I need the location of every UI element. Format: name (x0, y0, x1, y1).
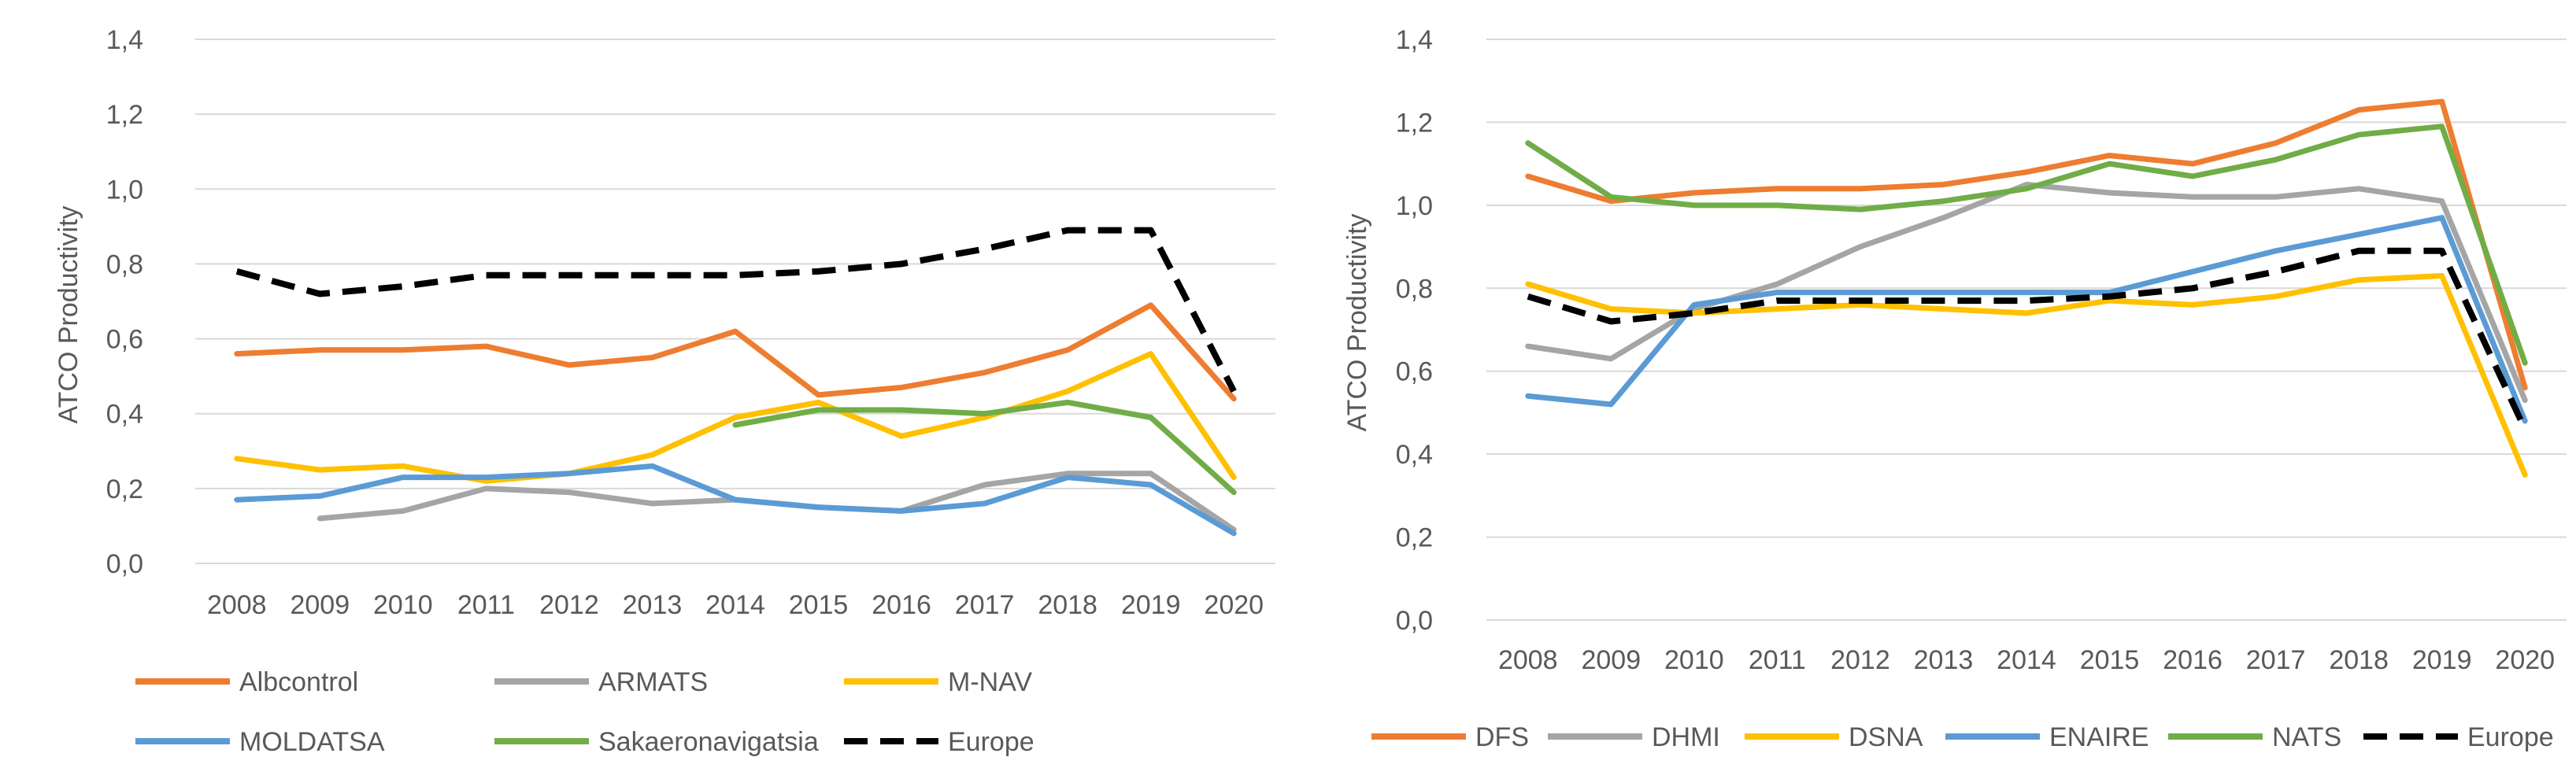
right-y-tick-label: 1,0 (1396, 191, 1433, 221)
left-y-axis-title: ATCO Productivity (54, 205, 83, 423)
left-x-tick-label: 2012 (539, 590, 599, 620)
legend-label-europe: Europe (2467, 722, 2554, 752)
right-x-tick-label: 2015 (2080, 645, 2140, 675)
right-y-tick-label: 0,2 (1396, 523, 1433, 553)
right-x-tick-label: 2008 (1498, 645, 1558, 675)
legend-label-nats: NATS (2272, 722, 2341, 752)
left-y-tick-label: 0,8 (106, 249, 143, 279)
left-x-tick-label: 2014 (705, 590, 765, 620)
left-series-line-m-nav (234, 351, 1237, 484)
left-y-tick-label: 0,4 (106, 400, 143, 430)
right-series-line-enaire (1525, 215, 2528, 424)
right-x-tick-label: 2012 (1830, 645, 1890, 675)
left-x-tick-label: 2008 (207, 590, 267, 620)
right-y-tick-label: 1,2 (1396, 108, 1433, 138)
right-x-tick-label: 2019 (2412, 645, 2472, 675)
legend-label-enaire: ENAIRE (2049, 722, 2149, 752)
right-x-tick-label: 2011 (1749, 645, 1806, 675)
left-x-tick-label: 2017 (955, 590, 1015, 620)
right-y-axis-title: ATCO Productivity (1342, 213, 1372, 431)
right-x-tick-label: 2018 (2329, 645, 2389, 675)
legend-label-armats: ARMATS (598, 667, 708, 697)
left-x-tick-label: 2009 (290, 590, 350, 620)
left-x-tick-label: 2018 (1038, 590, 1097, 620)
left-x-tick-label: 2015 (789, 590, 849, 620)
left-series-line-albcontrol (234, 302, 1237, 402)
left-y-tick-label: 0,0 (106, 549, 143, 579)
left-series-line-europe (235, 227, 1237, 393)
right-x-tick-label: 2010 (1664, 645, 1724, 675)
left-series-line-moldatsa (234, 463, 1237, 537)
legend-label-sakaeronavigatsia: Sakaeronavigatsia (598, 727, 819, 757)
right-x-tick-label: 2017 (2246, 645, 2306, 675)
right-y-tick-label: 0,6 (1396, 357, 1433, 387)
right-series-line-dfs (1525, 98, 2528, 391)
right-x-tick-label: 2013 (1914, 645, 1974, 675)
left-y-tick-label: 1,4 (106, 25, 143, 55)
legend-label-europe: Europe (948, 727, 1034, 757)
right-y-tick-label: 0,0 (1396, 606, 1433, 636)
legend-label-m-nav: M-NAV (948, 667, 1032, 697)
right-x-tick-label: 2009 (1581, 645, 1641, 675)
left-x-tick-label: 2016 (872, 590, 931, 620)
left-x-tick-label: 2011 (457, 590, 515, 620)
left-x-tick-label: 2019 (1121, 590, 1181, 620)
right-line-chart: ATCO Productivity 0,0 0,2 0,4 0,6 0,8 1,0 1,2 1… (1342, 25, 2567, 752)
right-x-tick-label: 2014 (1997, 645, 2056, 675)
legend-label-dfs: DFS (1475, 722, 1529, 752)
right-series-line-europe (1527, 247, 2528, 431)
right-series-line-nats (1525, 124, 2528, 366)
right-x-tick-label: 2020 (2495, 645, 2555, 675)
legend-label-dhmi: DHMI (1652, 722, 1720, 752)
legend-label-moldatsa: MOLDATSA (239, 727, 385, 757)
left-y-tick-label: 1,0 (106, 175, 143, 205)
left-y-tick-label: 0,6 (106, 325, 143, 355)
right-y-tick-label: 0,8 (1396, 274, 1433, 304)
right-y-tick-label: 0,4 (1396, 440, 1433, 470)
left-x-tick-label: 2013 (623, 590, 683, 620)
right-series-line-dsna (1525, 273, 2528, 478)
legend-label-albcontrol: Albcontrol (239, 667, 358, 697)
left-y-tick-label: 1,2 (106, 100, 143, 130)
left-line-chart: ATCO Productivity 0,0 0,2 0,4 0,6 0,8 1,0 1,2 1… (54, 25, 1275, 757)
left-x-tick-label: 2020 (1204, 590, 1264, 620)
right-x-tick-label: 2016 (2163, 645, 2223, 675)
left-y-tick-label: 0,2 (106, 474, 143, 504)
left-series-line-sakaeronavigatsia (732, 399, 1237, 496)
left-x-tick-label: 2010 (373, 590, 433, 620)
legend-label-dsna: DSNA (1849, 722, 1923, 752)
right-y-tick-label: 1,4 (1396, 25, 1433, 55)
